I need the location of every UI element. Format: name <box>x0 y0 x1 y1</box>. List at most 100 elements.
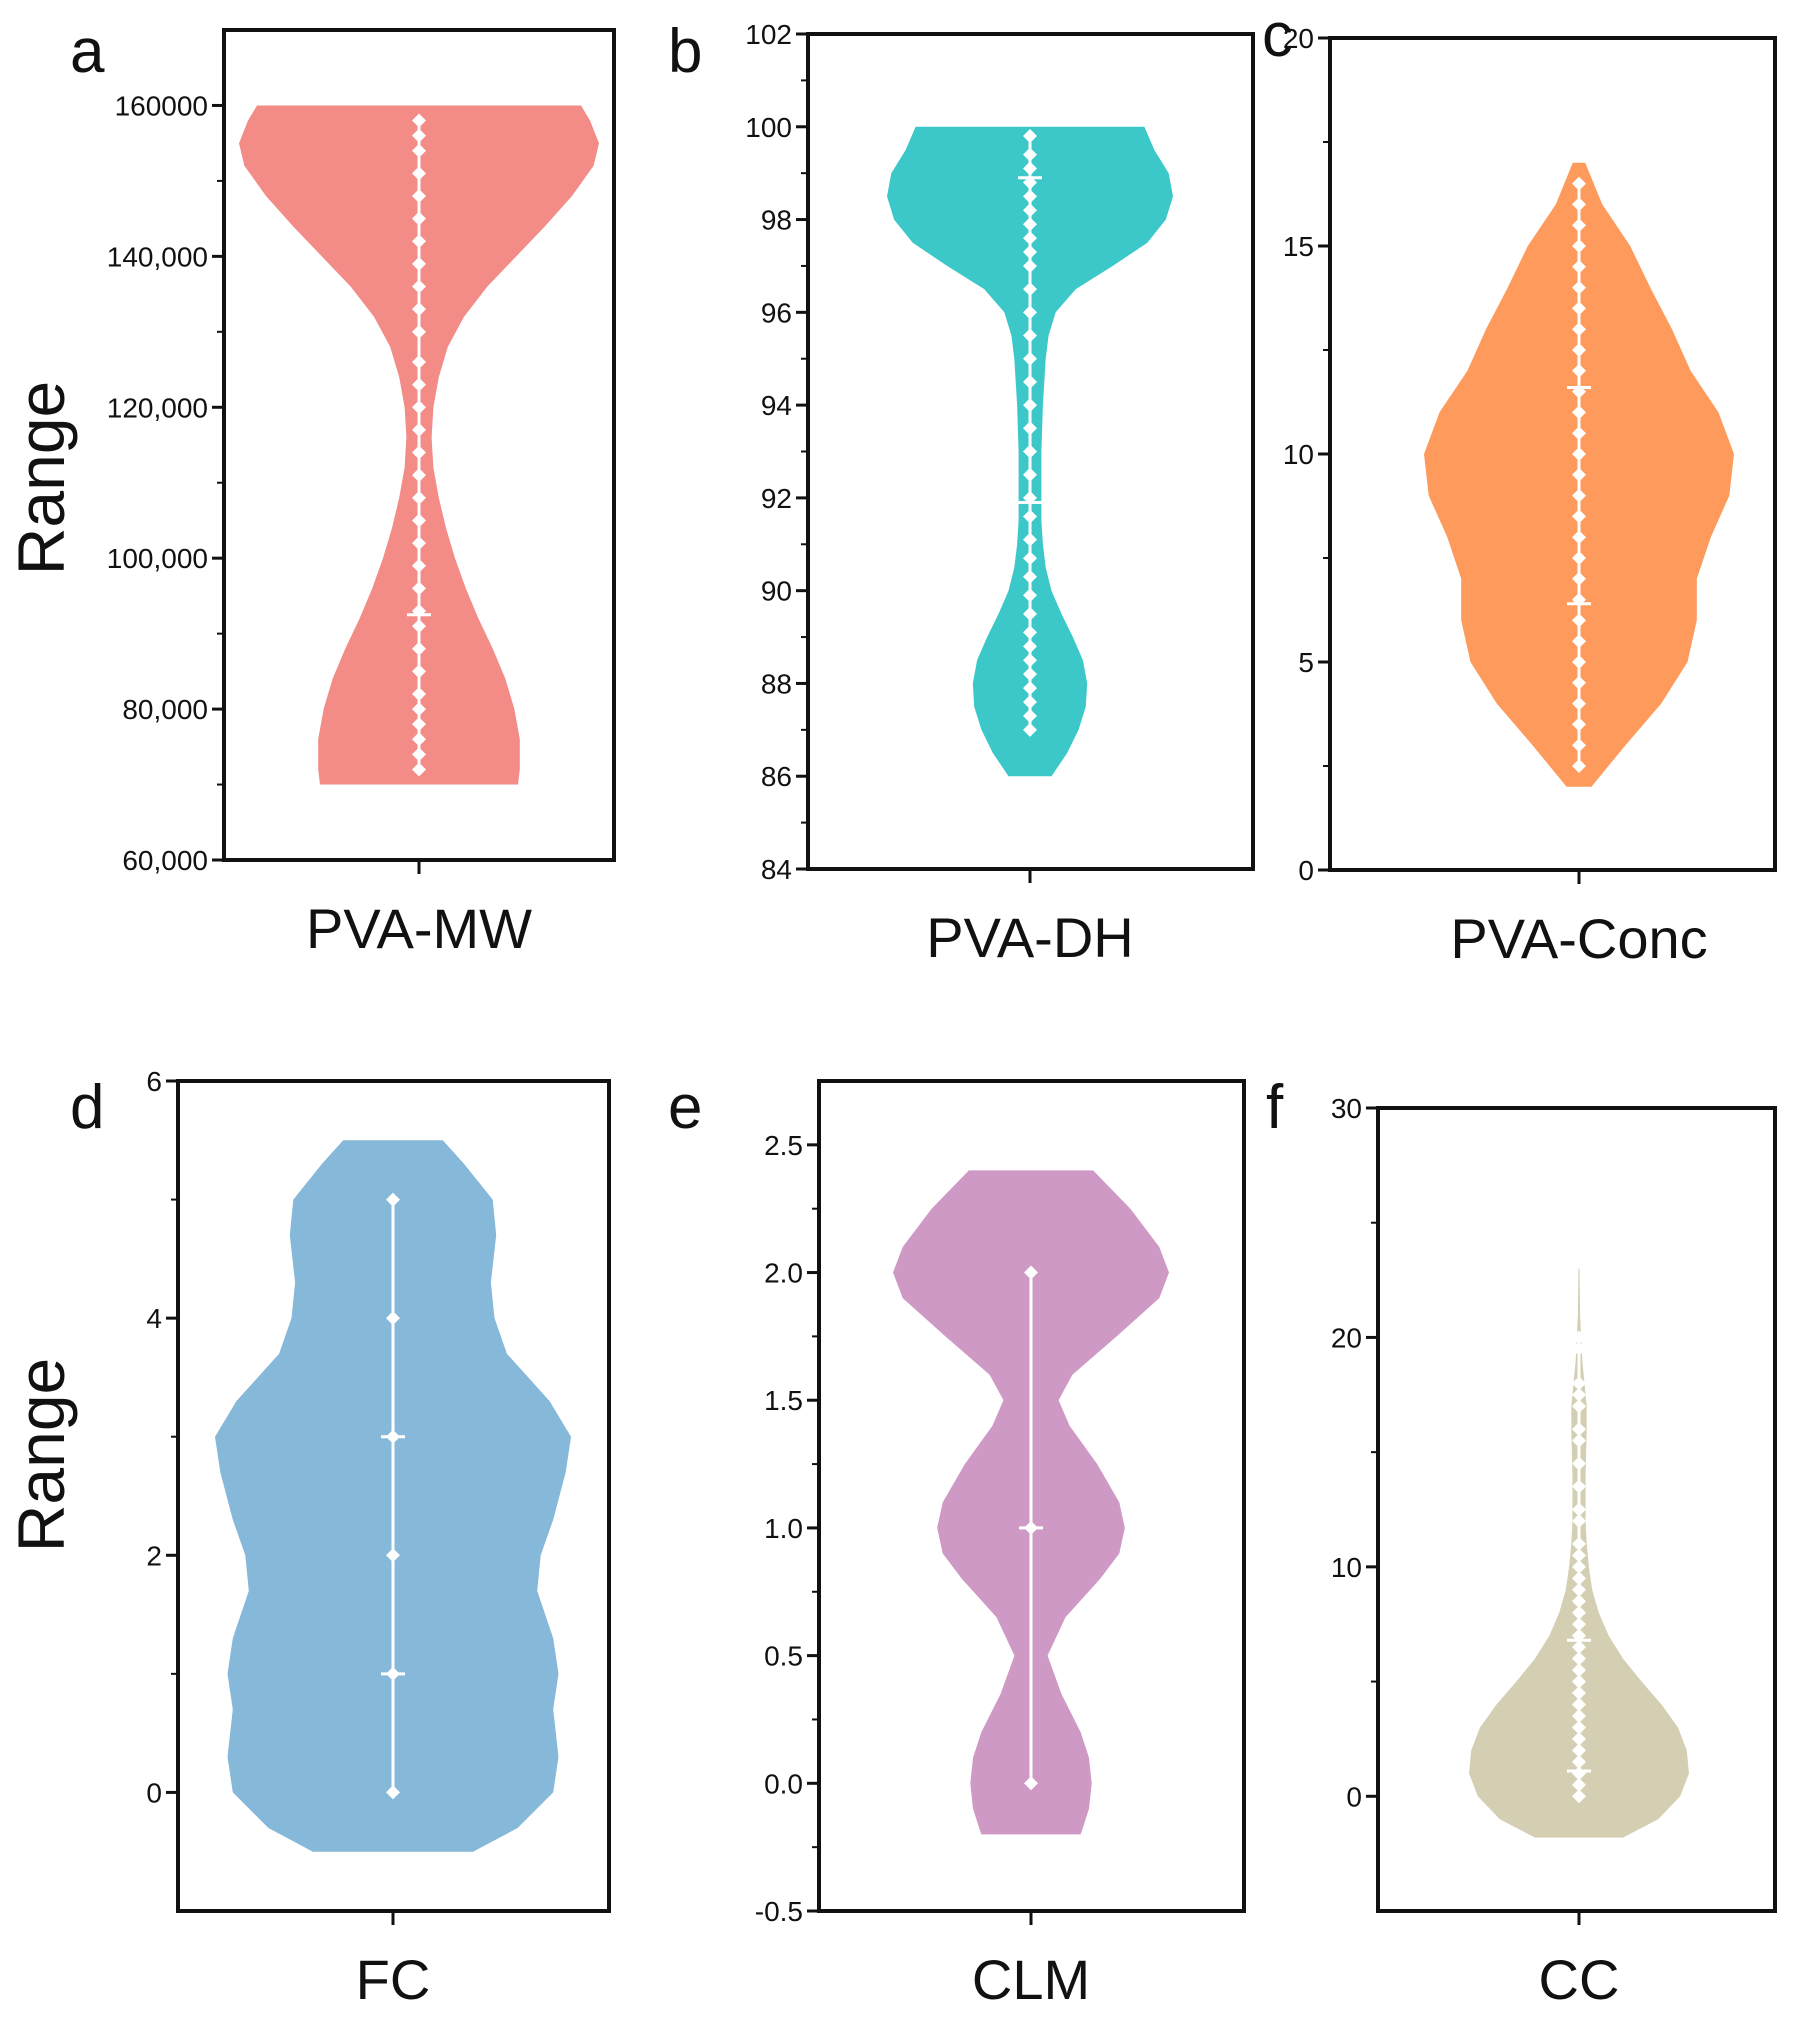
data-point <box>412 302 426 317</box>
panel-letter: c <box>1262 1 1293 70</box>
data-point <box>1023 444 1037 459</box>
data-point <box>1572 1720 1586 1735</box>
data-point <box>386 1192 400 1207</box>
data-point <box>1024 1776 1038 1791</box>
data-point <box>1572 467 1586 482</box>
data-point <box>1023 189 1037 204</box>
data-point <box>1023 328 1037 343</box>
panel-letter: b <box>668 17 702 86</box>
data-point <box>412 128 426 143</box>
data-point <box>1572 280 1586 295</box>
panel-a: 60,000 80,000 100,000 120,000 140,000 160000 P… <box>70 17 616 960</box>
data-point <box>1572 1341 1586 1356</box>
y-axis-label-top: Range <box>4 381 78 576</box>
y-tick-label: 2.0 <box>764 1258 803 1289</box>
data-point <box>412 536 426 551</box>
y-tick-label: 102 <box>745 19 792 50</box>
data-point <box>1572 634 1586 649</box>
data-point <box>1023 639 1037 654</box>
data-point <box>1023 282 1037 297</box>
y-tick-label: 86 <box>761 761 792 792</box>
data-point <box>1572 592 1586 607</box>
data-point <box>1572 655 1586 669</box>
data-point <box>1572 696 1586 711</box>
y-tick-label: -0.5 <box>755 1896 803 1927</box>
data-point <box>412 422 426 437</box>
category-label: CC <box>1539 1948 1620 2011</box>
y-tick-label: 2.5 <box>764 1130 803 1161</box>
data-point <box>412 747 426 762</box>
data-point <box>412 513 426 528</box>
data-point <box>412 445 426 460</box>
data-point <box>1572 509 1586 524</box>
data-point <box>1572 1559 1586 1574</box>
data-point <box>386 1429 400 1444</box>
panel-letter: d <box>70 1073 104 1142</box>
data-point <box>1023 351 1037 366</box>
y-tick-label: 80,000 <box>122 694 208 725</box>
data-point <box>412 211 426 226</box>
data-point <box>412 641 426 656</box>
data-point <box>1572 1594 1586 1609</box>
data-point <box>386 1311 400 1326</box>
data-point <box>1572 1663 1586 1678</box>
data-point <box>412 143 426 158</box>
data-point <box>412 113 426 128</box>
data-point <box>1023 258 1037 273</box>
data-point <box>1572 1433 1586 1448</box>
data-point <box>1023 708 1037 723</box>
category-label: PVA-DH <box>926 906 1133 969</box>
data-point <box>412 604 426 618</box>
y-tick-label: 10 <box>1331 1552 1362 1583</box>
data-point <box>1023 374 1037 389</box>
data-point <box>1023 305 1037 320</box>
data-point <box>412 732 426 747</box>
data-point <box>412 762 426 777</box>
data-point <box>1572 1536 1586 1551</box>
y-tick-label: 100,000 <box>107 543 208 574</box>
y-tick-label: 20 <box>1283 23 1314 54</box>
data-point <box>1023 625 1037 640</box>
data-point <box>412 717 426 732</box>
data-point <box>412 664 426 679</box>
y-tick-label: 0 <box>146 1777 162 1808</box>
data-point <box>1023 203 1037 218</box>
data-point <box>1023 722 1037 737</box>
y-tick-label: 94 <box>761 390 792 421</box>
y-tick-label: 120,000 <box>107 392 208 423</box>
data-point <box>412 400 426 415</box>
data-point <box>1572 1617 1586 1632</box>
data-point <box>1023 695 1037 709</box>
data-point <box>1572 1330 1586 1345</box>
data-point <box>386 1785 400 1800</box>
y-axis-label-bottom: Range <box>4 1358 78 1553</box>
data-point <box>1024 1265 1038 1280</box>
data-point <box>412 702 426 717</box>
category-label: PVA-MW <box>306 897 532 960</box>
data-point <box>1572 530 1586 545</box>
y-tick-label: 0.5 <box>764 1641 803 1672</box>
panel-letter: e <box>668 1073 702 1142</box>
y-tick-label: 0 <box>1346 1781 1362 1812</box>
y-tick-label: 15 <box>1283 231 1314 262</box>
data-point <box>1572 1387 1586 1402</box>
data-point <box>386 1548 400 1563</box>
y-tick-label: 30 <box>1331 1093 1362 1124</box>
y-tick-label: 60,000 <box>122 845 208 876</box>
data-point <box>1023 217 1037 232</box>
data-point <box>1572 1571 1586 1586</box>
data-point <box>1572 1789 1586 1804</box>
panel-c: 0 5 10 15 20 PVA-Conc c <box>1262 1 1777 970</box>
data-point <box>1572 405 1586 420</box>
data-point <box>1572 1456 1586 1471</box>
data-point <box>1023 606 1037 621</box>
category-label: PVA-Conc <box>1450 907 1707 970</box>
data-point <box>1572 197 1586 212</box>
data-point <box>1023 175 1037 190</box>
data-point <box>412 355 426 369</box>
data-point <box>1572 1628 1586 1643</box>
data-point <box>1023 129 1037 144</box>
data-point <box>412 166 426 181</box>
data-point <box>1023 467 1037 482</box>
data-point <box>1572 675 1586 690</box>
